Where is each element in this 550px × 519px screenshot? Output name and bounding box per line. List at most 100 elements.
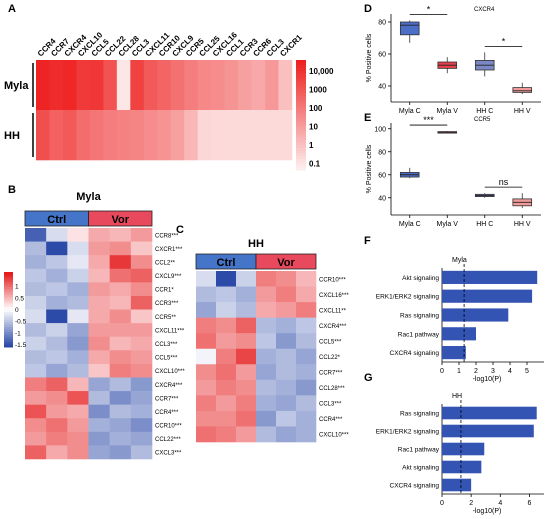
heatmap-b-cell (130, 241, 153, 256)
heatmap-c-cell (216, 426, 237, 443)
colorbar-b-step (4, 324, 13, 328)
heatmap-b-cell (67, 404, 89, 419)
colorbar-b-step (4, 334, 13, 338)
barchart-g-bar (442, 442, 485, 456)
heatmap-a-cell (76, 60, 91, 111)
panel-label-d: D (364, 3, 372, 15)
heatmap-a-cell (62, 110, 77, 161)
heatmap-b-cell (25, 377, 47, 392)
heatmap-a-legend-step (296, 109, 306, 113)
heatmap-a-cell (184, 60, 198, 111)
heatmap-b-gene-label: CXCL10*** (155, 369, 185, 375)
heatmap-a-legend-step (296, 159, 306, 163)
heatmap-c-cell (236, 364, 257, 381)
barchart-g-bar (442, 460, 482, 474)
heatmap-a-cell (238, 110, 252, 161)
heatmap-a-legend-step (296, 93, 306, 97)
heatmap-c-cell (296, 348, 317, 365)
colorbar-b-tick: 0.5 (15, 295, 24, 302)
heatmap-b-gene-label: CCL22*** (155, 437, 181, 443)
heatmap-a-legend-label: 1000 (309, 86, 327, 95)
heatmap-c-cell (216, 286, 237, 303)
heatmap-b-cell (88, 445, 110, 460)
heatmap-b-cell (130, 350, 153, 365)
heatmap-c-gene-label: CXCL16*** (319, 293, 349, 299)
boxplot-d-title: CXCR4 (474, 7, 495, 13)
heatmap-b-cell (25, 404, 47, 419)
barchart-g-x-label: -log10(P) (473, 508, 502, 515)
panel-label-a: A (8, 3, 16, 15)
heatmap-c-title: HH (248, 238, 264, 250)
heatmap-a-legend-step (296, 101, 306, 105)
heatmap-b-gene-label: CXCL9*** (155, 274, 182, 280)
boxplot-e-y-tick-label: 40 (378, 195, 386, 202)
heatmap-a-cell (89, 60, 104, 111)
heatmap-b-cell (46, 241, 68, 256)
heatmap-a-cell (143, 60, 158, 111)
heatmap-b-cell (130, 445, 153, 460)
heatmap-c-cell (276, 333, 297, 350)
colorbar-b-step (4, 289, 13, 293)
heatmap-a-cell (184, 110, 198, 161)
heatmap-b-cell (88, 431, 110, 446)
colorbar-b-step (4, 294, 13, 298)
heatmap-b-cell (25, 268, 47, 283)
panel-label-b: B (8, 184, 16, 196)
colorbar-b-tick: -1 (15, 330, 21, 337)
heatmap-a-cell (211, 110, 225, 161)
heatmap-c-cell (236, 395, 257, 412)
boxplot-e-x-tick-label: HH C (476, 221, 493, 228)
heatmap-a-cell (76, 110, 91, 161)
heatmap-b-gene-label: CCR1* (155, 288, 174, 294)
heatmap-b-cell (67, 255, 89, 270)
heatmap-b-cell (67, 282, 89, 297)
boxplot-e-title: CCR5 (474, 117, 491, 123)
heatmap-c-cell (216, 333, 237, 350)
heatmap-a-legend-label: 1 (309, 141, 314, 150)
colorbar-b-step (4, 332, 13, 335)
heatmap-b-cell (109, 255, 132, 270)
heatmap-c-cell (276, 410, 297, 427)
heatmap-b-cell (46, 363, 68, 378)
heatmap-a-legend-step (296, 128, 306, 132)
boxplot-e-x-tick-label: Myla V (437, 221, 459, 228)
heatmap-c-cell (276, 271, 297, 287)
heatmap-b-cell (109, 282, 132, 297)
heatmap-c-cell (196, 379, 217, 396)
heatmap-c-cell (296, 426, 317, 443)
heatmap-b-cell (130, 418, 153, 433)
heatmap-c-cell (196, 426, 217, 443)
colorbar-b-step (4, 309, 13, 313)
barchart-f-x-tick-label: 2 (474, 368, 478, 375)
heatmap-c-cell (276, 364, 297, 381)
heatmap-b-gene-label: CCR8*** (155, 233, 179, 239)
barchart-f-title: Myla (452, 257, 467, 264)
colorbar-b-step (4, 342, 13, 345)
heatmap-b-cell (109, 391, 132, 405)
heatmap-a-legend-step (296, 145, 306, 149)
heatmap-a-row-label: Myla (4, 80, 29, 92)
heatmap-c-cell (196, 364, 217, 381)
heatmap-b-cell (88, 268, 110, 283)
heatmap-a-cell (278, 110, 293, 161)
heatmap-a-cell (238, 60, 252, 111)
heatmap-b-cell (130, 377, 153, 392)
heatmap-a-cell (170, 110, 185, 161)
colorbar-b-step (4, 317, 13, 320)
heatmap-b-cell (130, 309, 153, 324)
heatmap-c-cell (256, 302, 277, 318)
heatmap-b-gene-label: CCL2** (155, 260, 176, 266)
panel-label-f: F (364, 235, 371, 247)
heatmap-b-cell (25, 323, 47, 338)
heatmap-b-gene-label: CXCR4*** (155, 383, 183, 389)
heatmap-b-cell (25, 309, 47, 324)
heatmap-a-cell (157, 110, 172, 161)
heatmap-a-cell (143, 110, 158, 161)
colorbar-b-step (4, 292, 13, 295)
heatmap-c-cell (296, 410, 317, 427)
colorbar-b-step (4, 304, 13, 308)
heatmap-c-cell (256, 271, 277, 287)
heatmap-c-gene-label: CXCR4*** (319, 324, 347, 330)
heatmap-c-group-label: Vor (277, 257, 295, 269)
heatmap-a-cell (103, 60, 118, 111)
